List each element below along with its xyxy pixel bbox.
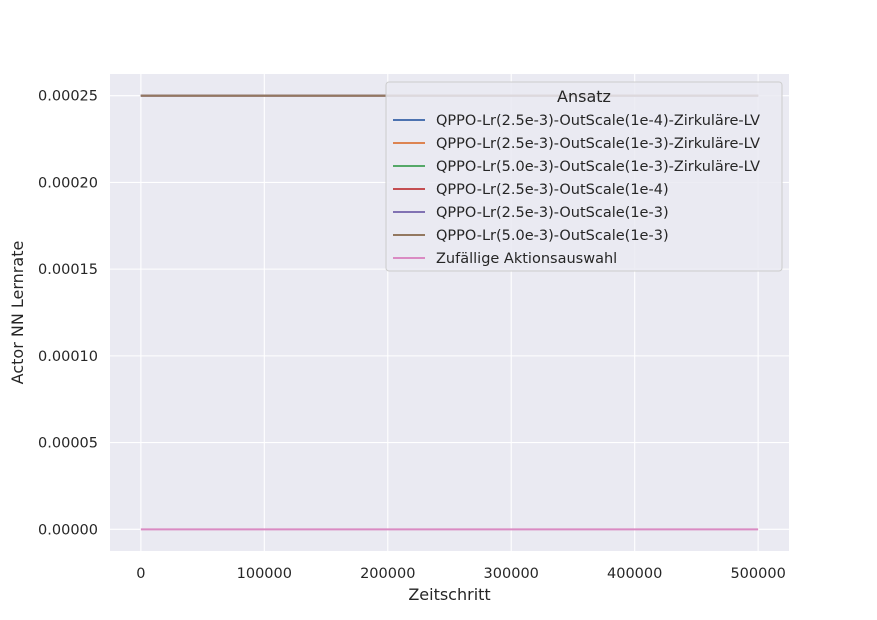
legend-label: Zufällige Aktionsauswahl [436,251,617,267]
x-tick-label: 500000 [730,566,785,582]
legend-box [385,81,783,272]
y-tick-label: 0.00025 [38,89,98,105]
legend-title: Ansatz [557,87,611,106]
y-tick-label: 0.00000 [38,522,98,538]
x-tick-labels: 0 100000 200000 300000 400000 500000 [136,566,786,582]
y-tick-label: 0.00005 [38,436,98,452]
y-tick-label: 0.00010 [38,349,98,365]
y-axis-label: Actor NN Lernrate [8,241,27,385]
x-axis-label: Zeitschritt [408,585,490,604]
legend-label: QPPO-Lr(2.5e-3)-OutScale(1e-3) [436,205,669,221]
legend-label: QPPO-Lr(2.5e-3)-OutScale(1e-3)-Zirkuläre… [436,136,760,152]
y-tick-label: 0.00020 [38,175,98,191]
legend: Ansatz QPPO-Lr(2.5e-3)-OutScale(1e-4)-Zi… [385,81,783,272]
legend-items: QPPO-Lr(2.5e-3)-OutScale(1e-4)-Zirkuläre… [393,113,760,267]
y-tick-label: 0.00015 [38,262,98,278]
x-tick-label: 0 [136,566,145,582]
x-tick-label: 200000 [360,566,415,582]
x-tick-label: 400000 [607,566,662,582]
y-tick-labels: 0.00000 0.00005 0.00010 0.00015 0.00020 0.000… [38,89,98,539]
legend-label: QPPO-Lr(5.0e-3)-OutScale(1e-3)-Zirkuläre… [436,159,760,175]
legend-label: QPPO-Lr(5.0e-3)-OutScale(1e-3) [436,228,669,244]
x-tick-label: 100000 [237,566,292,582]
legend-label: QPPO-Lr(2.5e-3)-OutScale(1e-4) [436,182,669,198]
x-tick-label: 300000 [484,566,539,582]
legend-label: QPPO-Lr(2.5e-3)-OutScale(1e-4)-Zirkuläre… [436,113,760,129]
